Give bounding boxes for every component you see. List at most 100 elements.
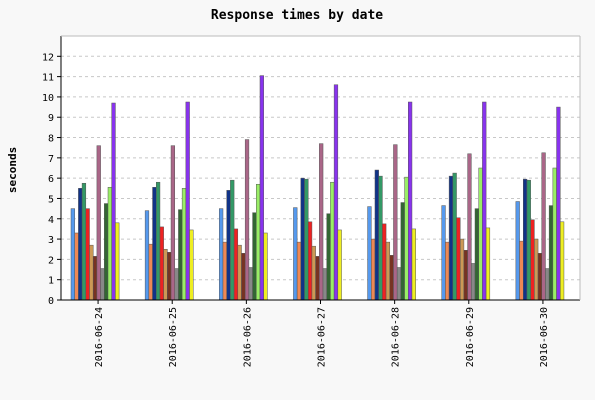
bar (456, 217, 461, 301)
bar (374, 169, 379, 301)
bar (326, 213, 331, 301)
bar (230, 179, 235, 301)
bar (89, 244, 94, 301)
bar (534, 238, 539, 301)
bar (222, 241, 227, 301)
bar (467, 153, 472, 301)
bar (111, 102, 116, 301)
bar (400, 202, 405, 301)
bar (241, 253, 246, 301)
bar (259, 75, 264, 301)
bar (256, 183, 261, 301)
bar (396, 267, 402, 301)
bar (515, 201, 520, 301)
bar (474, 208, 479, 301)
y-tick-label: 3 (48, 235, 54, 246)
bar (552, 167, 557, 301)
bar (300, 177, 305, 301)
bar (252, 212, 257, 301)
bar (155, 181, 161, 301)
bar (144, 210, 150, 301)
bar (382, 223, 387, 301)
bar (448, 175, 454, 301)
bar (304, 178, 309, 301)
x-tick-label: 2016-06-24 (94, 307, 105, 367)
bar (441, 205, 446, 301)
y-tick-label: 0 (48, 296, 54, 307)
bar (459, 238, 465, 301)
bar (85, 208, 90, 301)
bar (107, 187, 112, 301)
x-tick-label: 2016-06-26 (242, 307, 253, 367)
bar (389, 255, 394, 301)
axes (60, 35, 581, 301)
bar (226, 190, 231, 301)
bar (319, 143, 324, 301)
bar (78, 188, 83, 301)
bar (330, 181, 335, 301)
y-tick-label: 9 (48, 113, 54, 124)
bar (163, 248, 168, 301)
y-tick-label: 11 (42, 73, 54, 84)
y-tick-label: 12 (42, 52, 54, 63)
bar (523, 178, 528, 301)
bar (263, 232, 268, 301)
bar (244, 139, 250, 301)
bar (74, 232, 79, 301)
bar (367, 206, 372, 301)
y-tick-label: 10 (42, 93, 54, 104)
bar (293, 207, 298, 301)
bar (92, 256, 98, 301)
bar (556, 106, 561, 301)
y-tick-label: 2 (48, 255, 54, 266)
bar (185, 101, 190, 301)
bar (452, 172, 457, 301)
bar (519, 240, 524, 301)
y-tick-label: 7 (48, 154, 54, 165)
x-tick-label: 2016-06-30 (539, 307, 550, 367)
y-tick-label: 4 (48, 215, 54, 226)
bar (411, 228, 416, 301)
bar (478, 167, 483, 301)
bar (378, 175, 383, 301)
bar (371, 238, 376, 301)
bar (81, 182, 87, 301)
bar (148, 243, 153, 301)
bar (560, 221, 565, 301)
bar (337, 229, 342, 301)
bar (404, 176, 409, 301)
bar (167, 252, 172, 301)
bar (482, 101, 487, 301)
bar (545, 268, 550, 301)
bar (485, 227, 491, 301)
bar (248, 267, 253, 301)
y-tick-label: 5 (48, 194, 54, 205)
bar (311, 245, 316, 301)
bar (408, 101, 413, 301)
x-tick-label: 2016-06-27 (317, 307, 328, 367)
chart-title: Response times by date (211, 8, 383, 23)
bar (170, 145, 175, 301)
bar (393, 144, 398, 301)
bar (219, 208, 224, 301)
bar (526, 179, 531, 301)
bar (174, 268, 179, 301)
y-tick-label: 6 (48, 174, 54, 185)
bar (181, 188, 187, 301)
y-tick-label: 8 (48, 134, 54, 145)
bar (333, 84, 339, 301)
bar (541, 152, 546, 301)
y-tick-label: 1 (48, 276, 54, 287)
bar (307, 221, 313, 301)
y-axis-label: seconds (6, 147, 19, 193)
bar (189, 229, 194, 301)
bar (100, 268, 105, 301)
bar (463, 249, 468, 301)
bar (70, 208, 75, 301)
x-tick-label: 2016-06-29 (465, 307, 476, 367)
bar (445, 241, 450, 301)
bar (296, 241, 302, 301)
bar (237, 244, 242, 301)
bar (233, 228, 239, 301)
